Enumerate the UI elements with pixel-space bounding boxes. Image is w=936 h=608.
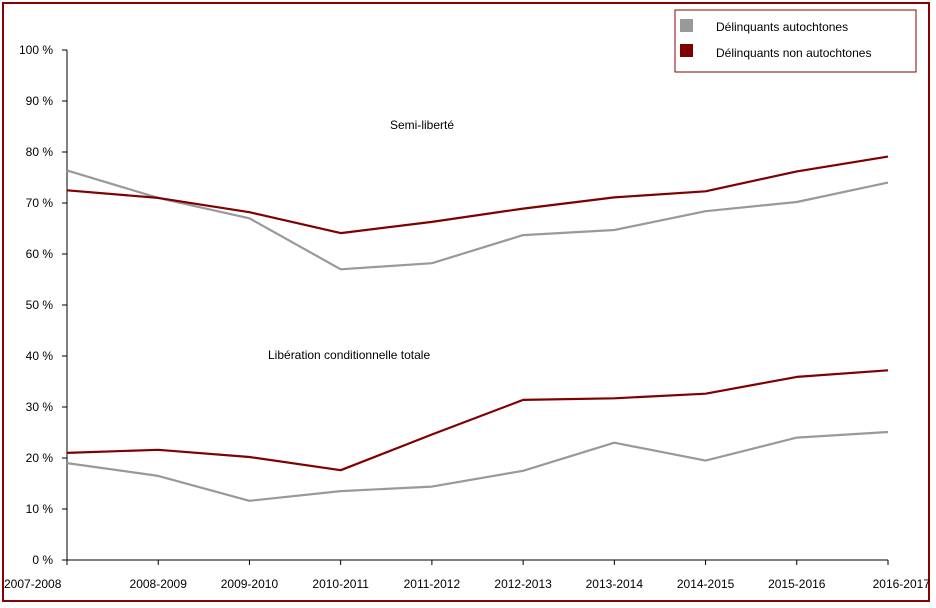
series-line-3 — [66, 369, 889, 472]
y-tick-label: 30 % — [26, 400, 54, 414]
y-tick-label: 100 % — [19, 43, 53, 57]
y-tick-label: 50 % — [26, 298, 54, 312]
y-tick-label: 80 % — [26, 145, 54, 159]
legend-box — [674, 9, 917, 73]
series-line-0 — [66, 169, 889, 271]
annotation-semi-liberte: Semi-liberté — [390, 118, 454, 132]
y-tick-label: 20 % — [26, 451, 54, 465]
x-tick-label: 2014-2015 — [677, 577, 735, 591]
y-axis: 0 % 10 % 20 % 30 % 40 % 50 % 60 % 70 % 80 % 90 % 1… — [19, 43, 68, 567]
legend-label-non-autochtones: Délinquants non autochtones — [716, 46, 871, 60]
y-tick-label: 40 % — [26, 349, 54, 363]
legend-label-autochtones: Délinquants autochtones — [716, 20, 848, 34]
y-tick-label: 10 % — [26, 502, 54, 516]
x-tick-label: 2009-2010 — [221, 577, 279, 591]
x-axis: 2007-2008 2008-2009 2009-2010 2010-2011 2011… — [4, 559, 931, 591]
annotation-liberation-totale: Libération conditionnelle totale — [268, 348, 430, 362]
x-tick-label: 2008-2009 — [130, 577, 188, 591]
x-tick-label: 2016-2017 — [873, 577, 931, 591]
y-tick-label: 60 % — [26, 247, 54, 261]
series-line-1 — [66, 155, 889, 235]
y-tick-label: 90 % — [26, 94, 54, 108]
x-tick-label: 2007-2008 — [4, 577, 62, 591]
x-tick-label: 2012-2013 — [494, 577, 552, 591]
series-line-2 — [66, 430, 889, 502]
y-tick-label: 0 % — [32, 553, 53, 567]
legend: Délinquants autochtones Délinquants non … — [674, 9, 917, 73]
legend-swatch-autochtones — [680, 19, 693, 32]
x-tick-label: 2011-2012 — [404, 577, 461, 591]
x-tick-label: 2010-2011 — [312, 577, 369, 591]
series-lines — [66, 155, 889, 502]
x-tick-label: 2013-2014 — [586, 577, 644, 591]
y-tick-label: 70 % — [26, 196, 54, 210]
chart-frame — [2, 2, 930, 602]
legend-swatch-non-autochtones — [680, 44, 693, 57]
x-tick-label: 2015-2016 — [768, 577, 826, 591]
